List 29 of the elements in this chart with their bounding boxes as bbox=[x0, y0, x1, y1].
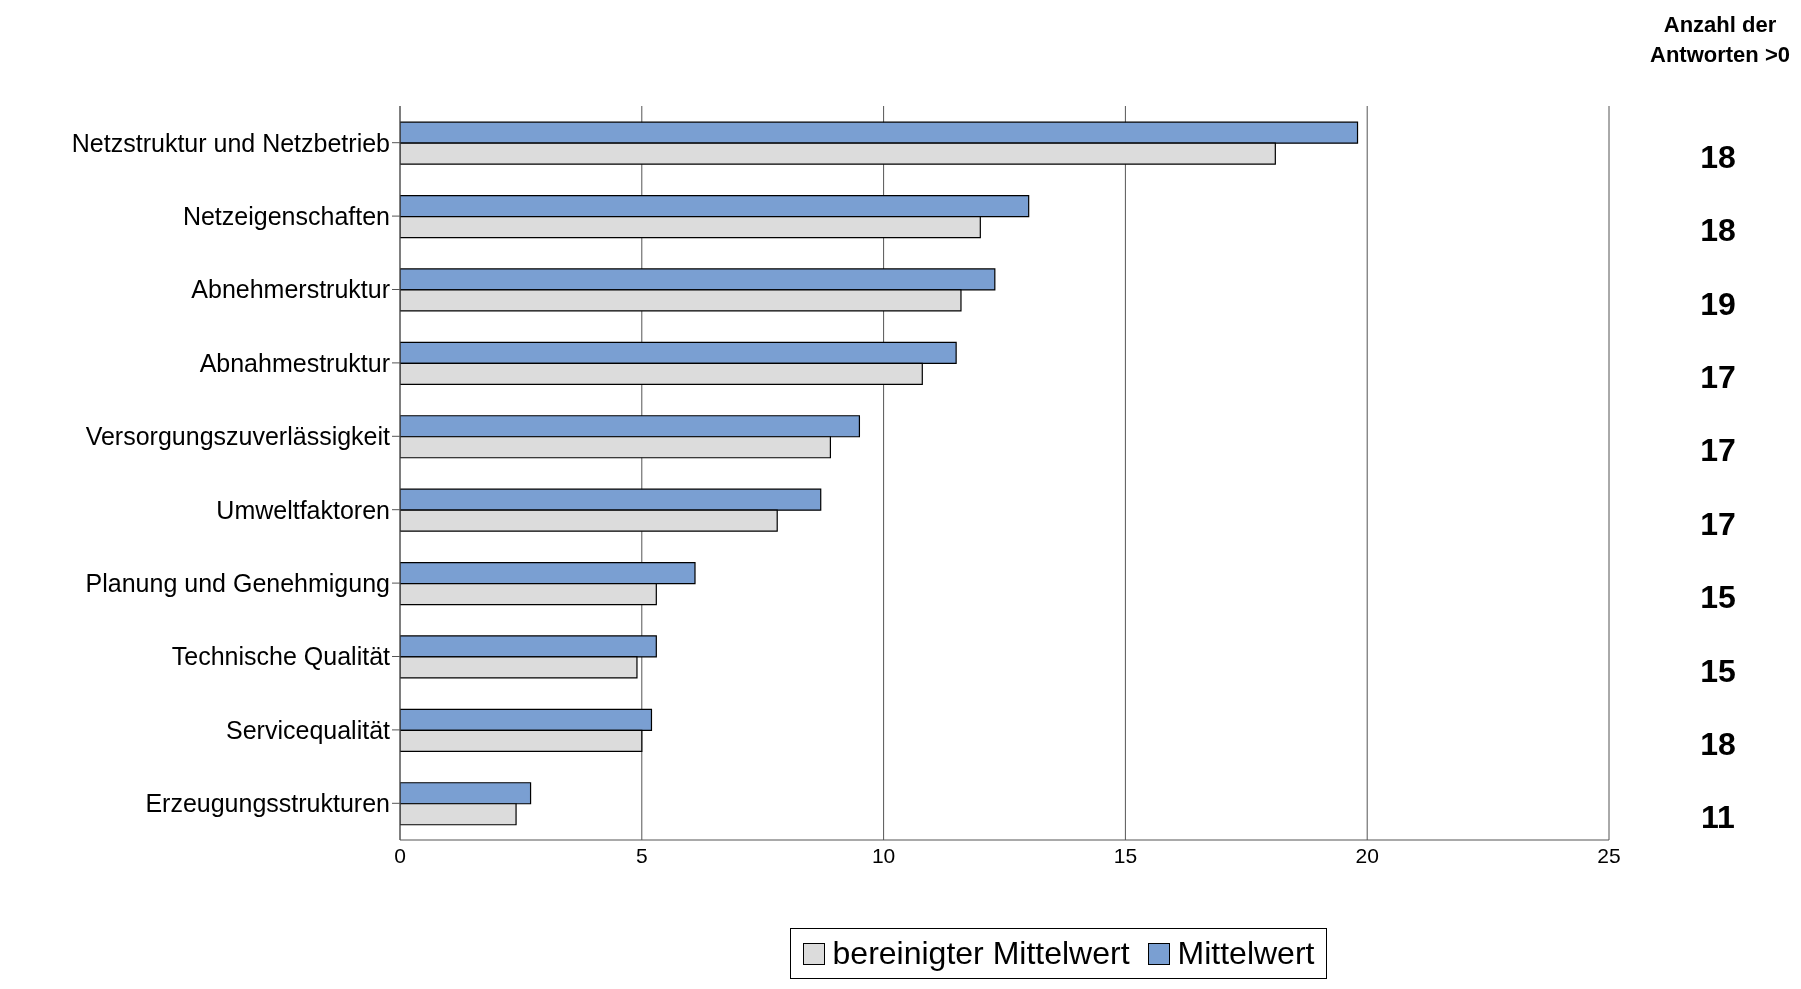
y-tick-label: Versorgungszuverlässigkeit bbox=[85, 422, 391, 451]
text: 17 bbox=[1699, 432, 1737, 470]
text: 15 bbox=[1699, 579, 1737, 617]
x-tick-label: 25 bbox=[1597, 843, 1621, 867]
x-tick-label: 15 bbox=[1113, 843, 1138, 867]
text: 11 bbox=[1700, 799, 1736, 837]
text: 18 bbox=[1699, 725, 1737, 763]
y-tick-label: Abnehmerstruktur bbox=[191, 275, 390, 304]
x-tick-label: 20 bbox=[1355, 843, 1379, 867]
y-tick-label: Planung und Genehmigung bbox=[85, 568, 390, 597]
y-tick-label: Erzeugungsstrukturen bbox=[145, 789, 390, 818]
text: 15 bbox=[1699, 652, 1737, 690]
x-tick-label: 10 bbox=[871, 843, 896, 867]
y-tick-label: Servicequalität bbox=[226, 715, 391, 744]
text: 18 bbox=[1699, 138, 1737, 176]
x-tick-label: 5 bbox=[635, 843, 648, 867]
text: 17 bbox=[1699, 505, 1737, 543]
legend-label: Mittelwert bbox=[1177, 935, 1315, 972]
text: Anzahl der Antworten >0 bbox=[1649, 11, 1791, 69]
y-tick-label: Abnahmestruktur bbox=[199, 348, 390, 377]
y-tick-label: Netzstruktur und Netzbetrieb bbox=[71, 128, 390, 157]
y-tick-label: Netzeigenschaften bbox=[182, 201, 390, 230]
x-tick-label: 0 bbox=[394, 843, 406, 867]
legend-label: bereinigter Mittelwert bbox=[832, 935, 1130, 972]
text: 19 bbox=[1699, 285, 1737, 323]
text: 18 bbox=[1699, 212, 1737, 250]
y-tick-label: Technische Qualität bbox=[171, 642, 391, 671]
text: 17 bbox=[1699, 358, 1737, 396]
y-tick-label: Umweltfaktoren bbox=[216, 495, 390, 524]
